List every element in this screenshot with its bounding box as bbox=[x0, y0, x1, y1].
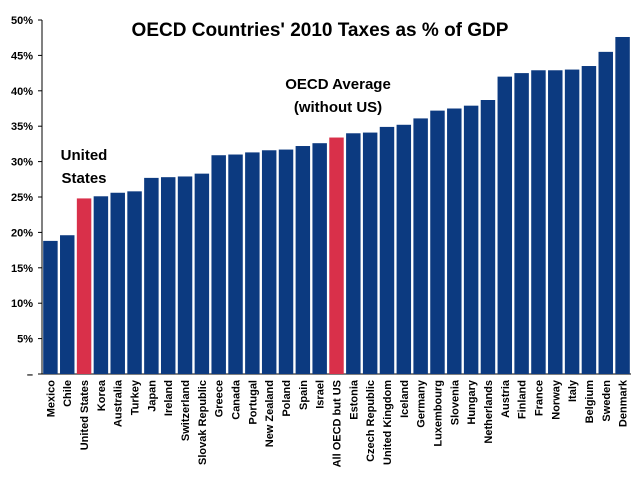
x-tick-label: Portugal bbox=[247, 380, 259, 425]
x-tick-label: Poland bbox=[281, 380, 293, 417]
x-tick-label: Korea bbox=[96, 379, 108, 411]
y-tick-label: 15% bbox=[11, 263, 33, 275]
x-axis-labels: Mexico Chile United States Korea Australia Tu… bbox=[45, 379, 629, 467]
y-tick-label: 30% bbox=[11, 157, 33, 169]
bar-iceland bbox=[396, 124, 412, 374]
bar-canada bbox=[228, 154, 243, 374]
bar-spain bbox=[295, 146, 311, 374]
x-tick-label: Czech Republic bbox=[365, 380, 377, 462]
bar-ireland bbox=[160, 177, 176, 374]
x-tick-label: Sweden bbox=[601, 380, 613, 422]
bar-slovenia bbox=[447, 108, 462, 374]
x-tick-label: Canada bbox=[231, 379, 243, 420]
bar-mexico bbox=[43, 240, 58, 374]
bar-poland bbox=[278, 149, 294, 374]
y-tick-label: 20% bbox=[11, 227, 33, 239]
y-tick-label: 35% bbox=[11, 121, 33, 133]
bar-israel bbox=[312, 143, 327, 374]
bar-switzerland bbox=[177, 176, 193, 374]
x-tick-label: Belgium bbox=[584, 380, 596, 424]
y-tick-label: – bbox=[27, 369, 33, 381]
x-tick-label: United Kingdom bbox=[382, 380, 394, 465]
x-tick-label: Turkey bbox=[130, 379, 142, 415]
annotation-us-line1: United bbox=[61, 147, 108, 164]
y-tick-label: 5% bbox=[17, 334, 33, 346]
x-tick-label: Mexico bbox=[45, 380, 57, 418]
bar-greece bbox=[211, 155, 226, 374]
y-tick-label: 50% bbox=[11, 15, 33, 27]
bar-belgium bbox=[581, 66, 597, 375]
bar-austria bbox=[497, 76, 513, 374]
x-tick-label: Slovak Republic bbox=[197, 380, 209, 465]
bar-estonia bbox=[346, 133, 361, 374]
x-tick-label: Israel bbox=[315, 380, 327, 409]
bar-turkey bbox=[127, 191, 142, 374]
x-tick-label: United States bbox=[79, 380, 91, 450]
bar-australia bbox=[110, 192, 125, 374]
x-tick-label: Finland bbox=[517, 380, 529, 419]
bar-france bbox=[531, 70, 546, 375]
bar-slovak-republic bbox=[194, 173, 210, 374]
bar-finland bbox=[514, 73, 529, 374]
annotation-oecd-avg-line2: (without US) bbox=[294, 99, 382, 116]
x-tick-label: Ireland bbox=[163, 380, 175, 416]
bar-all-oecd-but-us bbox=[329, 137, 344, 374]
y-tick-label: 40% bbox=[11, 86, 33, 98]
bar-portugal bbox=[245, 152, 260, 374]
annotation-us-line2: States bbox=[61, 170, 106, 187]
y-tick-label: 25% bbox=[11, 192, 33, 204]
x-tick-label: Luxembourg bbox=[432, 380, 444, 447]
y-tick-label: 10% bbox=[11, 298, 33, 310]
x-tick-label: Slovenia bbox=[449, 379, 461, 425]
bar-germany bbox=[413, 118, 428, 374]
bar-italy bbox=[564, 69, 580, 374]
annotation-oecd-avg-line1: OECD Average bbox=[285, 76, 391, 93]
bar-sweden bbox=[598, 51, 613, 375]
bar-united-kingdom bbox=[379, 126, 395, 374]
x-tick-label: Hungary bbox=[466, 379, 478, 425]
bar-norway bbox=[548, 70, 563, 375]
y-tick-label: 45% bbox=[11, 50, 33, 62]
x-tick-label: Switzerland bbox=[180, 380, 192, 441]
bar-new-zealand bbox=[261, 150, 277, 374]
x-tick-label: Denmark bbox=[618, 379, 630, 427]
x-tick-label: Estonia bbox=[348, 379, 360, 420]
x-tick-label: Italy bbox=[567, 379, 579, 402]
bar-korea bbox=[93, 196, 109, 374]
x-tick-label: Iceland bbox=[399, 380, 411, 418]
bar-united-states bbox=[76, 198, 92, 374]
bar-japan bbox=[144, 177, 159, 374]
x-tick-label: Norway bbox=[550, 379, 562, 420]
bar-netherlands bbox=[480, 100, 496, 374]
bars-group bbox=[43, 36, 630, 375]
bar-luxembourg bbox=[430, 110, 445, 375]
bar-denmark bbox=[615, 36, 630, 375]
x-tick-label: All OECD but US bbox=[332, 380, 344, 467]
x-tick-label: Greece bbox=[214, 380, 226, 417]
bar-hungary bbox=[463, 105, 479, 375]
x-tick-label: Germany bbox=[416, 379, 428, 428]
x-tick-label: France bbox=[533, 380, 545, 416]
bar-chile bbox=[60, 235, 75, 374]
chart-title: OECD Countries' 2010 Taxes as % of GDP bbox=[132, 20, 509, 41]
x-tick-label: New Zealand bbox=[264, 380, 276, 447]
x-tick-label: Chile bbox=[62, 380, 74, 407]
x-tick-label: Netherlands bbox=[483, 380, 495, 444]
x-tick-label: Japan bbox=[146, 380, 158, 412]
x-tick-label: Austria bbox=[500, 379, 512, 418]
bar-czech-republic bbox=[362, 132, 378, 374]
x-tick-label: Spain bbox=[298, 380, 310, 410]
x-tick-label: Australia bbox=[113, 379, 125, 427]
